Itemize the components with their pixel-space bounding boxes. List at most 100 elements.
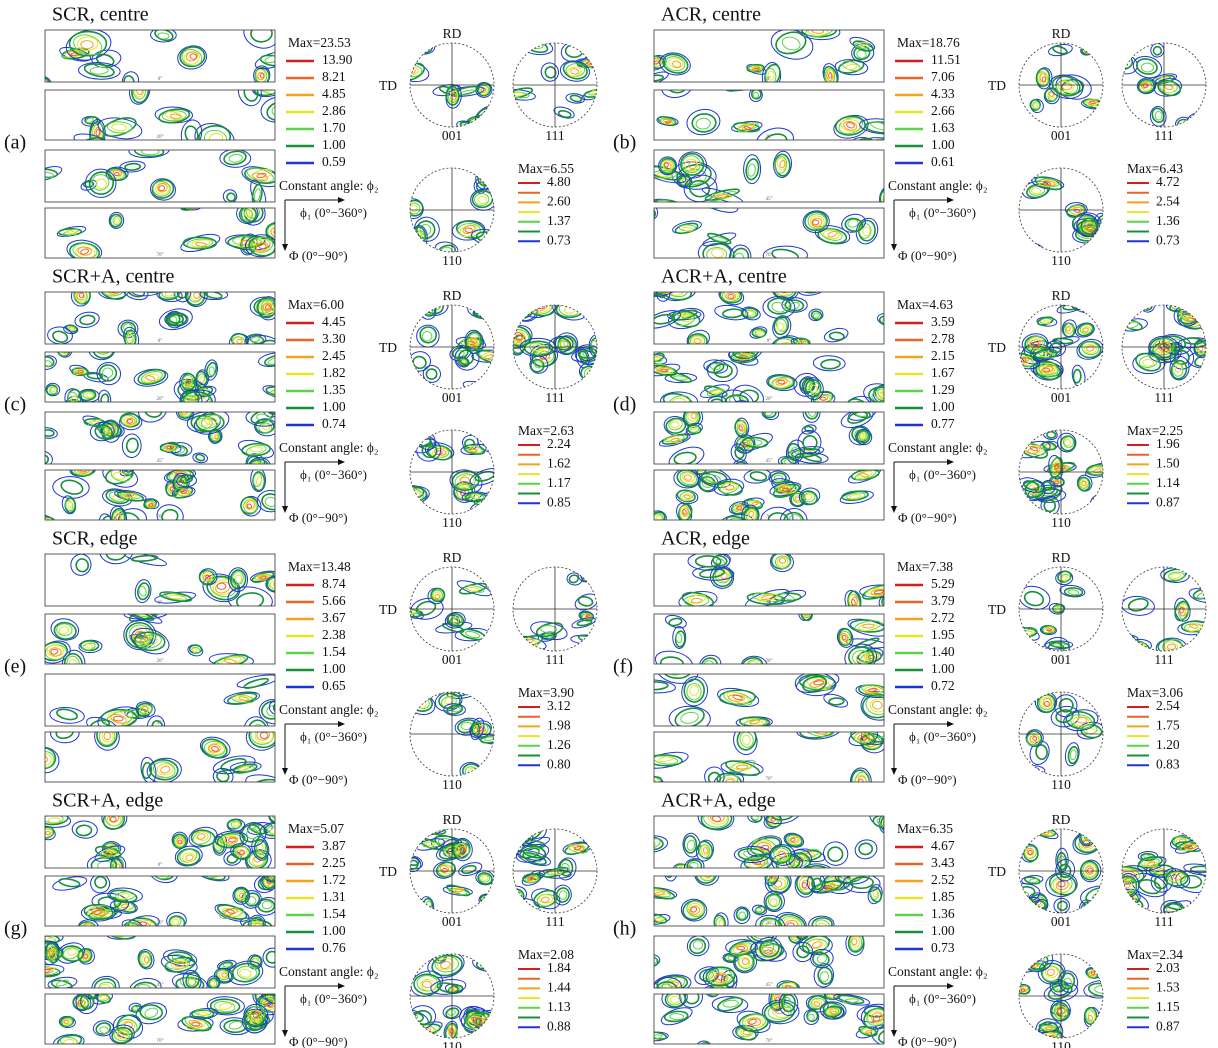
contour <box>836 869 841 872</box>
section-label: 20° <box>766 921 773 926</box>
contour <box>223 963 231 967</box>
contour-group <box>501 292 604 384</box>
contour <box>93 875 108 889</box>
contour <box>708 772 720 784</box>
pf-level: 4.80 <box>547 174 571 189</box>
contour <box>648 781 654 784</box>
contour <box>176 977 204 993</box>
contour <box>781 35 802 52</box>
contour <box>1016 583 1052 613</box>
section-label: 20° <box>157 397 164 402</box>
contour-group <box>69 538 287 615</box>
contour <box>1090 101 1096 104</box>
pf-level: 0.87 <box>1156 1018 1180 1033</box>
contour-group <box>53 984 297 1048</box>
pf-level: 1.62 <box>547 455 571 470</box>
contour <box>752 928 770 940</box>
contour <box>1107 633 1139 650</box>
contour <box>482 896 492 904</box>
contour <box>660 657 693 680</box>
contour <box>1061 575 1067 580</box>
contour <box>578 634 600 645</box>
contour <box>553 105 576 120</box>
panel-title: ACR+A, edge <box>661 790 776 812</box>
contour <box>1033 103 1037 108</box>
contour <box>1122 318 1143 332</box>
pole-label: 110 <box>442 777 462 792</box>
contour <box>1011 241 1044 262</box>
odf-max: Max=23.53 <box>288 35 351 50</box>
contour <box>519 37 553 56</box>
contour <box>71 402 79 410</box>
Phi-axis: Φ (0°−90°) <box>289 248 348 263</box>
section-label: 70° <box>157 777 164 782</box>
contour <box>115 218 120 224</box>
odf-level: 0.61 <box>931 154 955 169</box>
contour <box>199 867 225 882</box>
contour <box>519 305 529 313</box>
contour <box>1018 245 1037 256</box>
contour-group <box>647 340 901 415</box>
odf-level: 1.00 <box>931 399 955 414</box>
contour <box>409 309 419 319</box>
contour <box>144 1006 159 1019</box>
panel-label: (a) <box>4 132 26 154</box>
pf-level: 0.83 <box>1156 756 1180 771</box>
contour <box>96 129 100 136</box>
contour <box>815 918 831 931</box>
contour <box>1091 891 1108 903</box>
constant-angle: Constant angle: ϕ₂ <box>888 178 988 193</box>
contour <box>654 60 659 64</box>
contour <box>1091 972 1095 975</box>
contour <box>1055 481 1059 484</box>
phi1-axis: ϕ₁ (0°−360°) <box>300 991 367 1006</box>
contour <box>733 82 741 88</box>
contour <box>804 426 814 433</box>
odf-level: 0.65 <box>322 678 346 693</box>
contour <box>471 385 490 394</box>
contour <box>271 809 286 821</box>
odf-level: 1.35 <box>322 382 346 397</box>
contour <box>511 894 517 900</box>
contour <box>140 369 164 385</box>
contour <box>135 395 170 426</box>
contour <box>100 995 107 1000</box>
pole-label: 111 <box>1154 652 1173 667</box>
contour <box>474 296 501 314</box>
pole-label: 110 <box>1051 777 1071 792</box>
Phi-axis: Φ (0°−90°) <box>289 510 348 525</box>
arrow-head <box>282 1030 288 1037</box>
contour <box>262 400 281 419</box>
odf-level: 2.86 <box>322 103 346 118</box>
odf-level: 2.15 <box>931 348 955 363</box>
contour <box>877 816 898 827</box>
section-label: 45° <box>157 459 164 464</box>
contour <box>880 815 896 833</box>
contour <box>472 304 494 319</box>
contour <box>269 387 287 397</box>
contour <box>422 981 431 988</box>
contour <box>111 123 126 131</box>
contour <box>1018 952 1030 960</box>
contour <box>1197 592 1209 599</box>
contour <box>253 48 290 72</box>
contour <box>1061 574 1071 582</box>
contour <box>1110 634 1136 649</box>
contour <box>739 425 743 430</box>
contour <box>107 121 132 133</box>
contour <box>51 724 80 743</box>
section-label: 70° <box>766 1039 773 1044</box>
contour <box>777 323 783 331</box>
contour <box>779 160 786 168</box>
contour <box>1018 358 1026 362</box>
section-label: 45° <box>157 721 164 726</box>
contour <box>805 494 813 500</box>
contour <box>1094 500 1102 508</box>
odf-level: 1.72 <box>322 872 346 887</box>
contour <box>144 957 149 963</box>
contour <box>271 103 288 117</box>
contour <box>853 837 879 861</box>
contour-group <box>38 603 254 679</box>
odf-level: 1.00 <box>931 661 955 676</box>
phi1-axis: ϕ₁ (0°−360°) <box>300 467 367 482</box>
